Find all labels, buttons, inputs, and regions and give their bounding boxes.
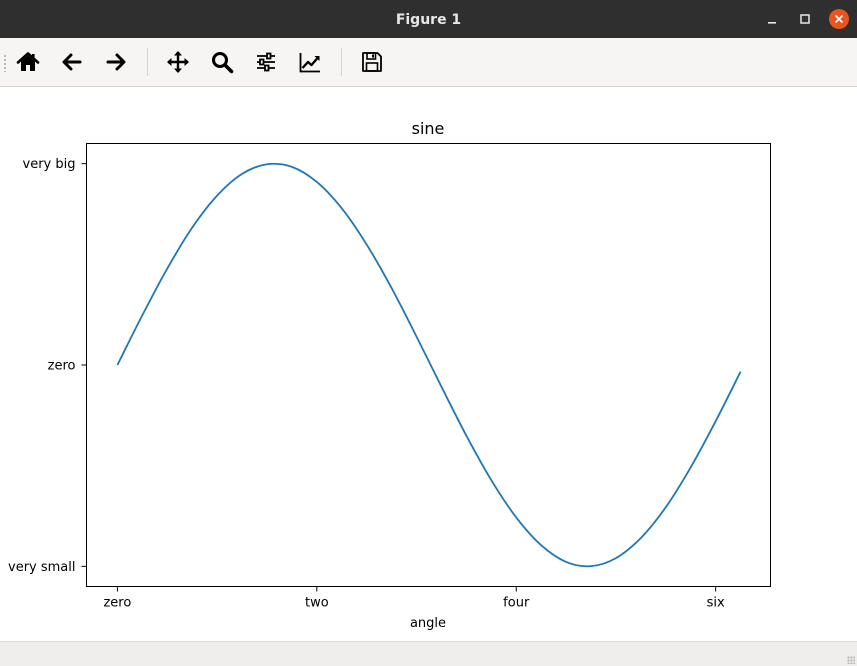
axes-frame xyxy=(86,143,771,587)
move-icon xyxy=(167,51,189,73)
pan-button[interactable] xyxy=(164,48,192,76)
close-button[interactable] xyxy=(829,9,849,29)
arrow-left-icon xyxy=(62,53,82,71)
x-tick-label: zero xyxy=(103,596,131,611)
zoom-button[interactable] xyxy=(208,48,236,76)
forward-button[interactable] xyxy=(102,48,130,76)
maximize-icon xyxy=(800,14,810,24)
edit-axes-button[interactable] xyxy=(296,48,324,76)
toolbar-separator xyxy=(341,48,342,76)
chart-title: sine xyxy=(412,119,445,138)
magnifier-icon xyxy=(212,52,234,74)
y-tick-label: very small xyxy=(8,560,76,575)
toolbar-separator xyxy=(147,48,148,76)
y-tick-label: very big xyxy=(23,157,76,172)
status-bar xyxy=(0,641,857,666)
arrow-right-icon xyxy=(106,53,126,71)
maximize-button[interactable] xyxy=(795,9,815,29)
window-title: Figure 1 xyxy=(395,12,462,28)
x-tick-label: two xyxy=(305,596,329,611)
minimize-icon xyxy=(768,22,776,24)
window-titlebar: Figure 1 xyxy=(0,0,857,38)
resize-grip[interactable] xyxy=(847,656,855,664)
y-tick-label: zero xyxy=(48,359,76,374)
sine-chart: sine zero two four six very small zero very bi… xyxy=(8,119,771,631)
sliders-icon xyxy=(257,52,275,72)
subplots-button[interactable] xyxy=(252,48,280,76)
close-icon xyxy=(834,14,844,24)
home-icon xyxy=(16,52,40,71)
x-tick-label: six xyxy=(707,596,725,611)
series-line xyxy=(116,162,742,568)
toolbar-grip[interactable] xyxy=(3,54,7,72)
minimize-button[interactable] xyxy=(762,9,782,29)
save-button[interactable] xyxy=(358,48,386,76)
x-tick-label: four xyxy=(503,596,530,611)
home-button[interactable] xyxy=(14,48,42,76)
x-axis-label: angle xyxy=(410,616,446,631)
navigation-toolbar xyxy=(0,38,857,87)
back-button[interactable] xyxy=(58,48,86,76)
figure-canvas[interactable]: sine zero two four six very small zero very bi… xyxy=(0,87,857,640)
floppy-disk-icon xyxy=(362,52,382,72)
line-chart-icon xyxy=(299,53,320,73)
